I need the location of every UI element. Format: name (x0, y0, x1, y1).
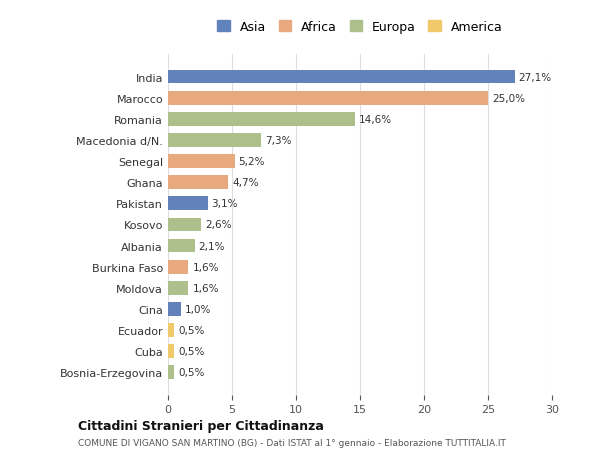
Text: 0,5%: 0,5% (178, 368, 205, 377)
Bar (168, 197, 208, 211)
Bar (168, 134, 262, 147)
Bar (168, 92, 488, 105)
Bar (168, 345, 175, 358)
Text: 1,0%: 1,0% (185, 304, 211, 314)
Bar (168, 302, 181, 316)
Text: 0,5%: 0,5% (178, 347, 205, 356)
Text: 25,0%: 25,0% (492, 94, 525, 103)
Text: 1,6%: 1,6% (193, 283, 219, 293)
Text: 4,7%: 4,7% (232, 178, 259, 188)
Text: 2,6%: 2,6% (205, 220, 232, 230)
Bar (168, 366, 175, 379)
Text: 0,5%: 0,5% (178, 325, 205, 335)
Bar (168, 71, 515, 84)
Text: 5,2%: 5,2% (238, 157, 265, 167)
Text: 1,6%: 1,6% (193, 262, 219, 272)
Legend: Asia, Africa, Europa, America: Asia, Africa, Europa, America (214, 17, 506, 38)
Bar (168, 155, 235, 168)
Bar (168, 239, 195, 253)
Text: 14,6%: 14,6% (359, 115, 392, 124)
Text: COMUNE DI VIGANO SAN MARTINO (BG) - Dati ISTAT al 1° gennaio - Elaborazione TUTT: COMUNE DI VIGANO SAN MARTINO (BG) - Dati… (78, 438, 506, 447)
Bar (168, 112, 355, 126)
Text: 27,1%: 27,1% (519, 73, 552, 82)
Text: 2,1%: 2,1% (199, 241, 225, 251)
Bar (168, 260, 188, 274)
Text: 3,1%: 3,1% (212, 199, 238, 209)
Bar (168, 176, 228, 190)
Bar (168, 324, 175, 337)
Text: 7,3%: 7,3% (265, 135, 292, 146)
Bar (168, 281, 188, 295)
Text: Cittadini Stranieri per Cittadinanza: Cittadini Stranieri per Cittadinanza (78, 419, 324, 432)
Bar (168, 218, 201, 232)
